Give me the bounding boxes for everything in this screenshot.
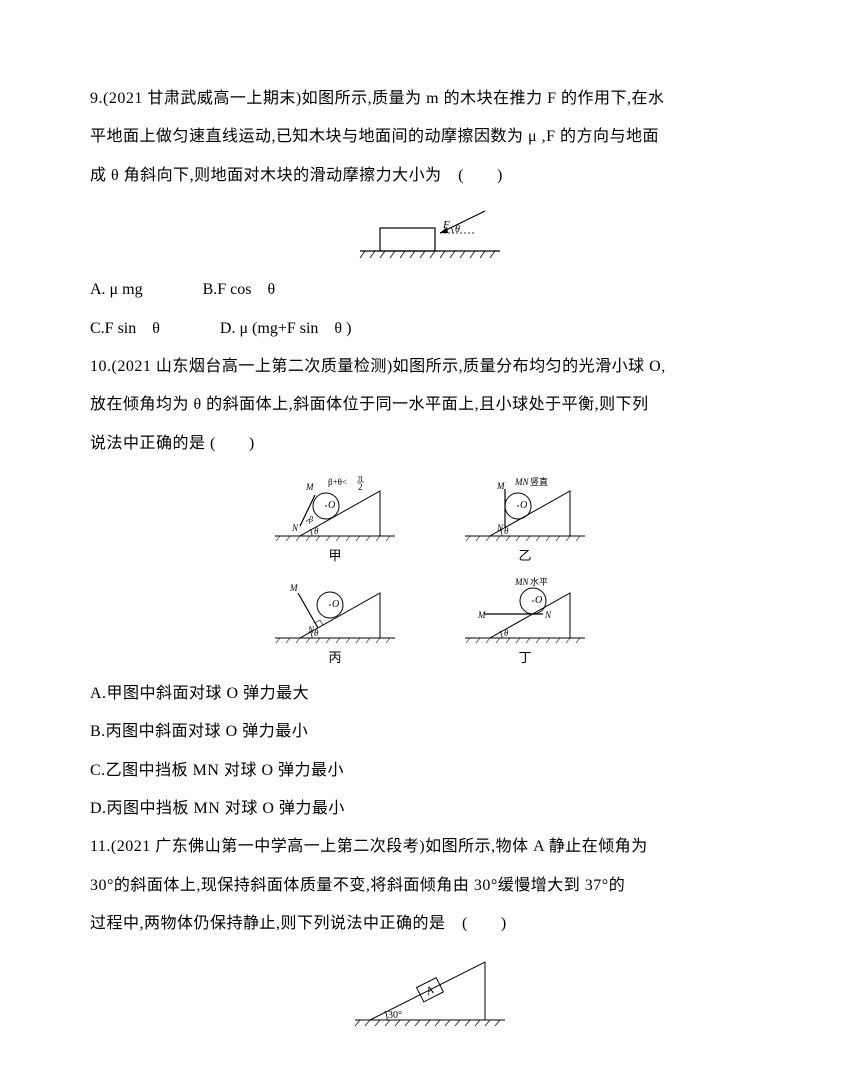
q9-line1: 9.(2021 甘肃武威高一上期末)如图所示,质量为 m 的木块在推力 F 的作…	[90, 80, 770, 118]
svg-text:β+θ<: β+θ<	[328, 477, 347, 487]
q9-optB: B.F cos θ	[203, 271, 276, 309]
q10-diagrams: θ O M N β β+θ< π 2 甲	[90, 471, 770, 667]
svg-text:θ: θ	[455, 224, 460, 235]
q9-optC: C.F sin θ	[90, 310, 160, 348]
svg-text:N: N	[307, 625, 315, 635]
q9-optD: D. μ (mg+F sin θ )	[220, 310, 352, 348]
q9-options-row1: A. μ mg B.F cos θ	[90, 271, 770, 309]
q9-diagram: F θ	[90, 203, 770, 263]
svg-text:θ: θ	[504, 628, 509, 638]
q11-line1: 11.(2021 广东佛山第一中学高一上第二次段考)如图所示,物体 A 静止在倾…	[90, 828, 770, 866]
q9-line3: 成 θ 角斜向下,则地面对木块的滑动摩擦力大小为 ( )	[90, 157, 770, 195]
q10-optC: C.乙图中挡板 MN 对球 O 弹力最小	[90, 752, 770, 790]
svg-text:竖直: 竖直	[530, 476, 548, 487]
q10-line1: 10.(2021 山东烟台高一上第二次质量检测)如图所示,质量分布均匀的光滑小球…	[90, 348, 770, 386]
svg-text:N: N	[496, 523, 504, 533]
svg-text:MN: MN	[514, 477, 529, 487]
svg-text:θ: θ	[314, 628, 319, 638]
q9-optA: A. μ mg	[90, 271, 143, 309]
q10-diagram-yi: θ O M N MN 竖直 乙	[460, 471, 590, 565]
svg-text:N: N	[544, 610, 552, 620]
q10-line3: 说法中正确的是 ( )	[90, 425, 770, 463]
svg-text:O: O	[520, 500, 527, 511]
svg-text:2: 2	[358, 482, 363, 492]
q9-options-row2: C.F sin θ D. μ (mg+F sin θ )	[90, 310, 770, 348]
svg-text:β: β	[308, 515, 313, 524]
q10-diagram-bing: θ O M N 丙	[270, 573, 400, 667]
svg-text:N: N	[291, 523, 299, 533]
svg-text:A: A	[423, 984, 436, 998]
q10-optA: A.甲图中斜面对球 O 弹力最大	[90, 675, 770, 713]
q11-line3: 过程中,两物体仍保持静止,则下列说法中正确的是 ( )	[90, 905, 770, 943]
q10-diagram-ding: θ O M N MN 水平 丁	[460, 573, 590, 667]
svg-text:M: M	[289, 583, 298, 593]
svg-text:M: M	[305, 482, 314, 492]
q11-line2: 30°的斜面体上,现保持斜面体质量不变,将斜面倾角由 30°缓慢增大到 37°的	[90, 867, 770, 905]
q10-diagram-jia: θ O M N β β+θ< π 2 甲	[270, 471, 400, 565]
svg-text:O: O	[332, 599, 339, 610]
svg-text:MN: MN	[514, 577, 529, 587]
svg-text:水平: 水平	[530, 576, 548, 587]
q10-optD: D.丙图中挡板 MN 对球 O 弹力最小	[90, 790, 770, 828]
svg-text:O: O	[535, 595, 542, 606]
q10-line2: 放在倾角均为 θ 的斜面体上,斜面体位于同一水平面上,且小球处于平衡,则下列	[90, 386, 770, 424]
svg-text:O: O	[328, 500, 335, 511]
svg-text:θ: θ	[314, 526, 319, 536]
q10-optB: B.丙图中斜面对球 O 弹力最小	[90, 713, 770, 751]
svg-text:F: F	[442, 219, 450, 231]
q9-line2: 平地面上做匀速直线运动,已知木块与地面间的动摩擦因数为 μ ,F 的方向与地面	[90, 118, 770, 156]
q11-diagram: 30° A	[90, 952, 770, 1032]
svg-text:M: M	[477, 610, 486, 620]
svg-text:30°: 30°	[388, 1010, 402, 1021]
svg-text:M: M	[496, 481, 505, 491]
